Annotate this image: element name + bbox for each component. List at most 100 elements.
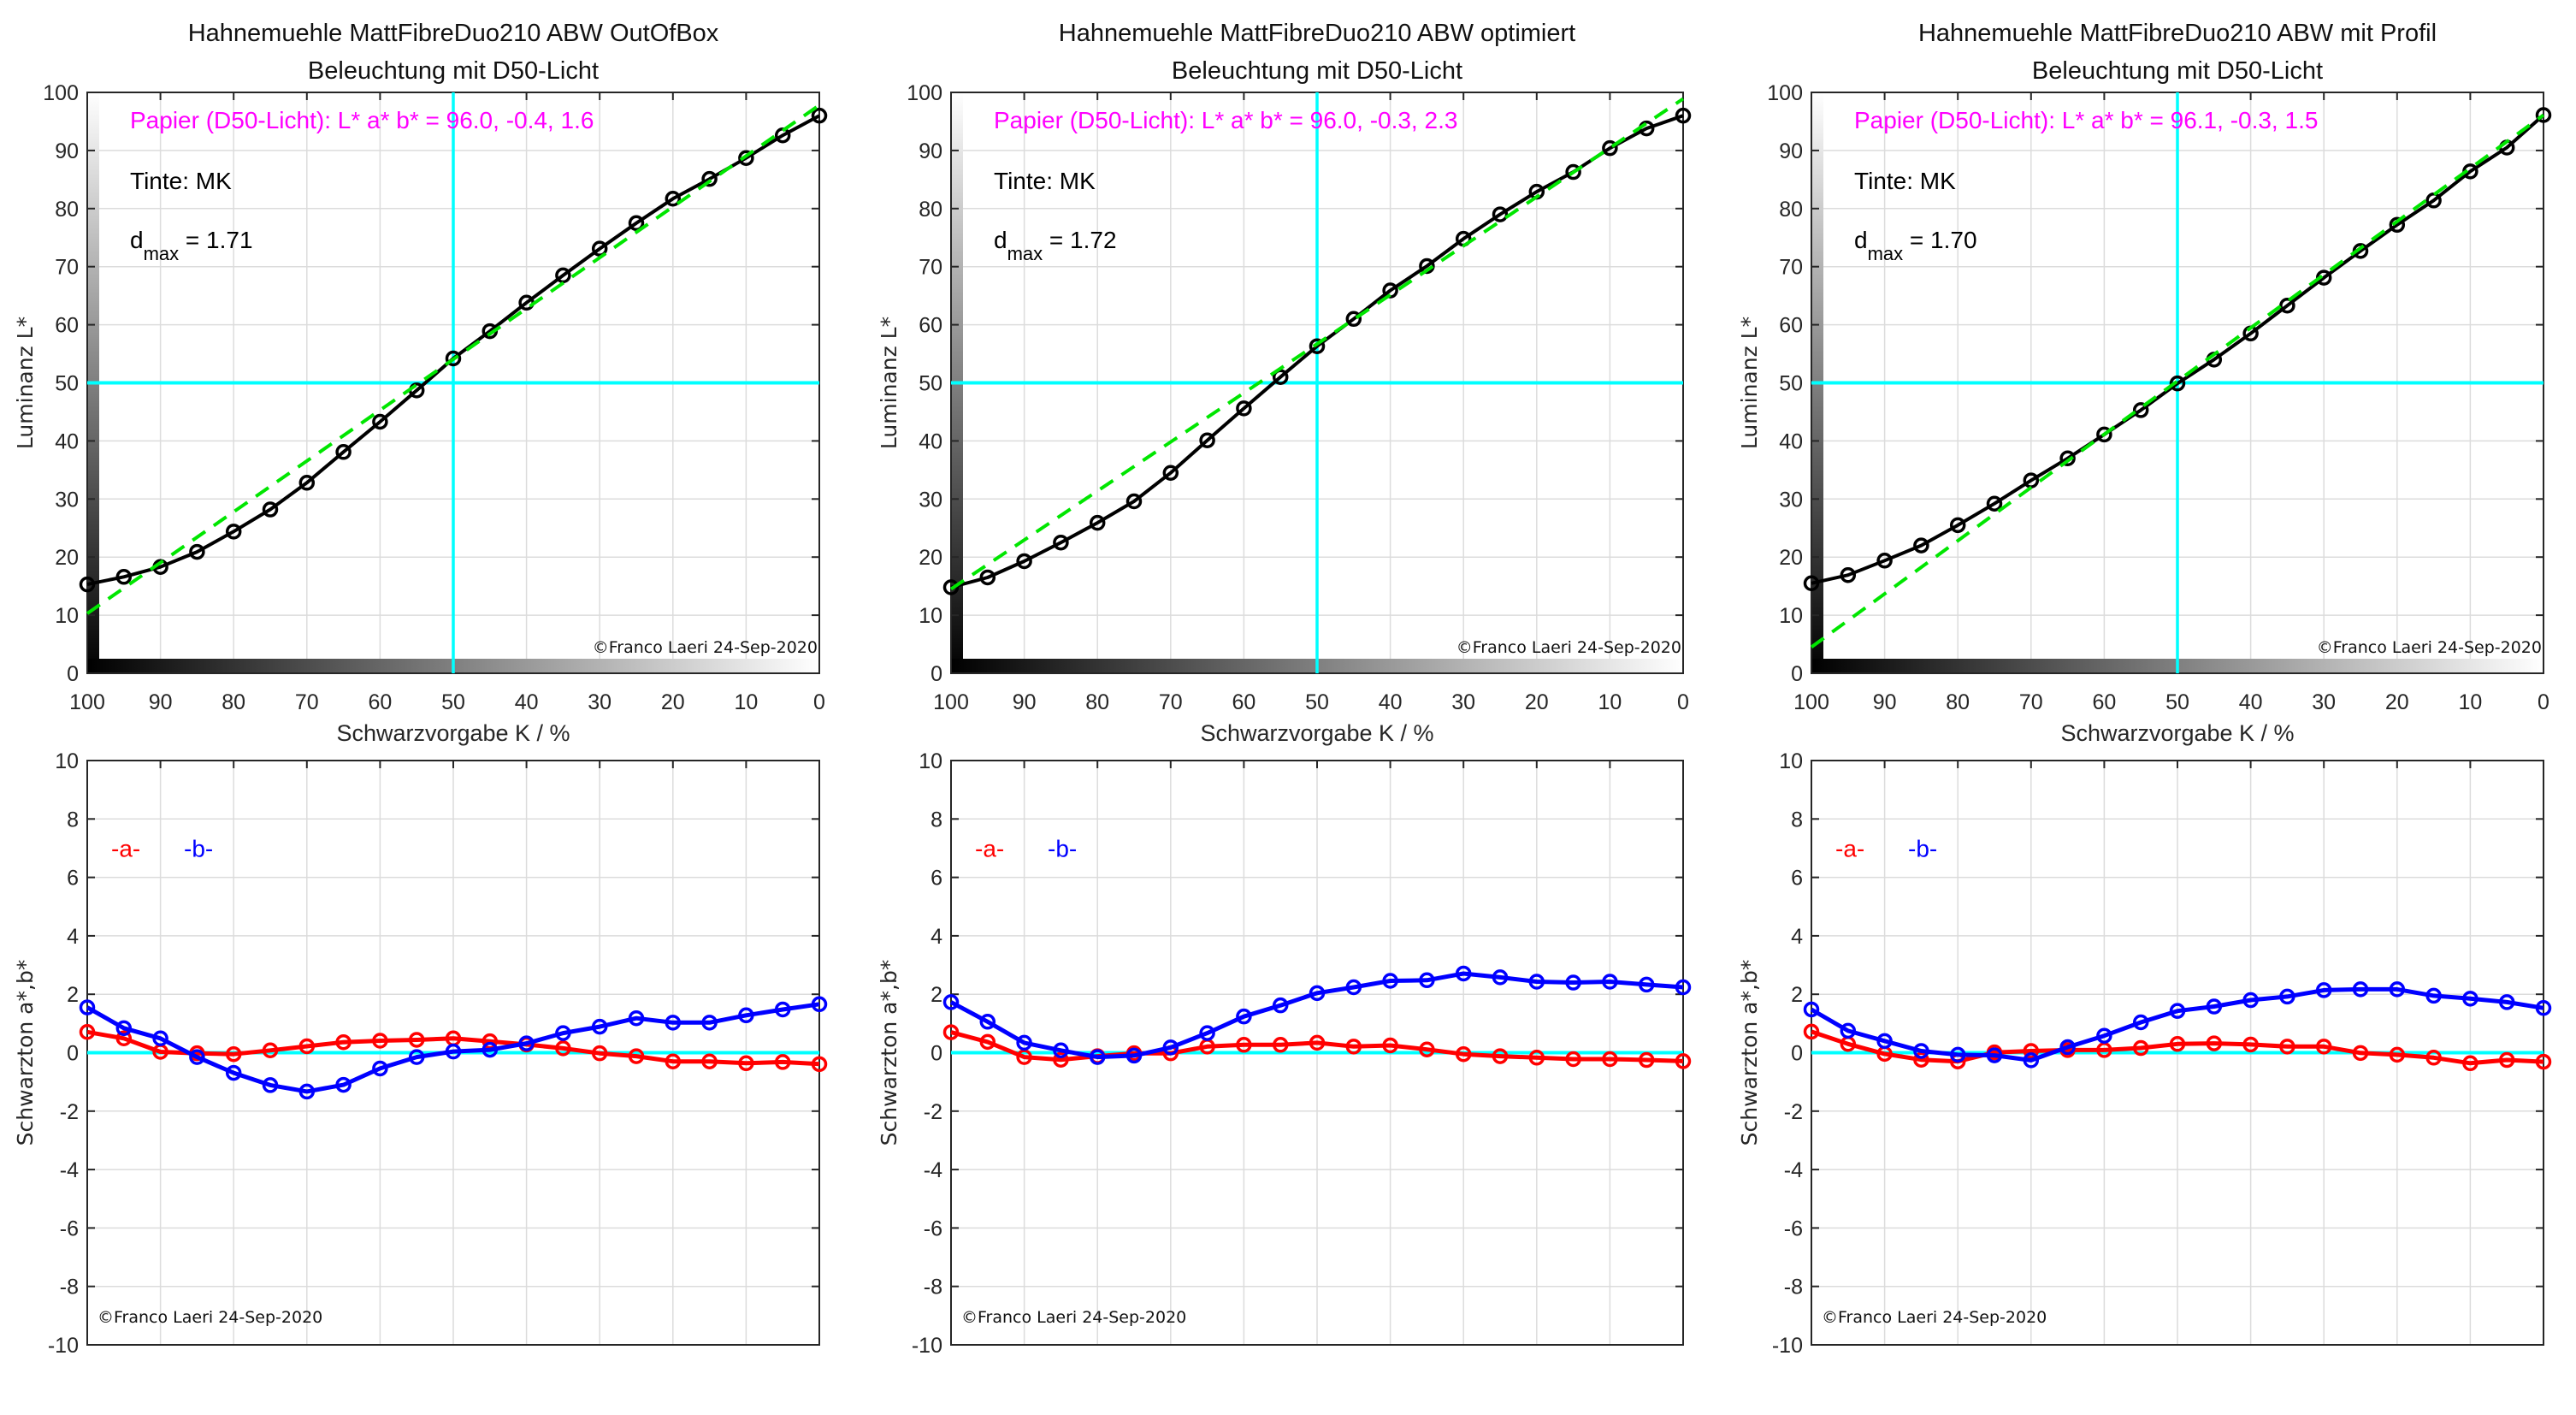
y-tick-label: -8 — [60, 1276, 79, 1300]
data-point — [811, 996, 828, 1013]
data-point — [555, 1025, 571, 1041]
data-point — [2059, 450, 2076, 467]
data-point — [1199, 1025, 1215, 1041]
y-tick-label: 90 — [919, 139, 942, 163]
data-point — [701, 1053, 718, 1069]
dmax-symbol: d — [994, 227, 1007, 253]
copyright-text: ©Franco Laeri 24-Sep-2020 — [97, 1308, 322, 1327]
data-point — [1272, 1037, 1289, 1053]
x-tick-label: 70 — [295, 690, 319, 714]
data-point — [665, 1053, 682, 1069]
data-point — [2352, 981, 2369, 998]
data-point — [2023, 1043, 2040, 1059]
y-tick-label: 30 — [55, 488, 79, 512]
x-axis-label: Schwarzvorgabe K / % — [336, 720, 570, 746]
chart-title: Hahnemuehle MattFibreDuo210 ABW mit Prof… — [1918, 20, 2437, 47]
y-axis-label: Schwarzton a*,b* — [877, 960, 901, 1146]
y-tick-label: 4 — [67, 925, 79, 949]
chart-subtitle: Beleuchtung mit D50-Licht — [1172, 57, 1462, 85]
data-point — [738, 150, 754, 166]
data-point — [1345, 979, 1362, 996]
x-tick-label: 80 — [1085, 690, 1109, 714]
y-tick-label: -2 — [1784, 1100, 1803, 1124]
dmax-subscript: max — [144, 243, 180, 264]
data-point — [1455, 965, 1472, 982]
paper-lab-annotation: Papier (D50-Licht): L* a* b* = 96.0, -0.… — [994, 107, 1457, 133]
data-point — [1803, 575, 1820, 592]
series-line-a — [86, 1029, 820, 1067]
data-point — [1638, 1051, 1655, 1069]
data-point — [262, 1077, 279, 1093]
x-tick-label: 100 — [1793, 690, 1829, 714]
data-point — [591, 240, 608, 257]
data-point — [591, 1018, 608, 1035]
x-axis-label: Schwarzvorgabe K / % — [1200, 720, 1433, 746]
data-point — [555, 1040, 571, 1057]
y-tick-label: -10 — [1772, 1334, 1803, 1358]
data-point — [2315, 982, 2332, 998]
data-point — [979, 1033, 996, 1051]
data-point — [942, 1024, 960, 1040]
data-point — [225, 1045, 242, 1063]
data-point — [1236, 1008, 1252, 1025]
y-tick-label: 6 — [67, 867, 79, 891]
y-tick-label: 90 — [55, 139, 79, 163]
x-tick-label: 80 — [1946, 690, 1970, 714]
data-point — [115, 1030, 133, 1047]
y-tick-label: -6 — [1784, 1217, 1803, 1240]
y-tick-label: 20 — [919, 546, 942, 570]
data-point — [1455, 1045, 1472, 1063]
data-point — [1419, 258, 1435, 275]
data-point — [2425, 192, 2442, 209]
data-point — [372, 1033, 388, 1049]
data-point — [2535, 1053, 2552, 1070]
data-point — [1986, 1047, 2003, 1063]
chart-title: Hahnemuehle MattFibreDuo210 ABW optimier… — [1059, 20, 1575, 47]
data-point — [335, 444, 352, 460]
y-tick-label: 50 — [919, 372, 942, 396]
dmax-annotation: dmax = 1.71 — [130, 227, 253, 264]
data-point — [1675, 1053, 1692, 1069]
data-point — [628, 1009, 645, 1027]
data-point — [372, 413, 388, 430]
data-point — [811, 1056, 828, 1073]
data-point — [189, 543, 205, 560]
data-point — [335, 1033, 352, 1051]
data-point — [1675, 107, 1692, 124]
data-point — [1309, 338, 1326, 354]
data-point — [1053, 1042, 1069, 1059]
dmax-value: = 1.71 — [179, 227, 252, 253]
y-tick-label: 100 — [43, 81, 79, 105]
x-tick-label: 90 — [1013, 690, 1037, 714]
data-point — [665, 1015, 682, 1031]
y-tick-label: 20 — [1779, 546, 1803, 570]
y-axis-label: Luminanz L* — [13, 317, 38, 449]
paper-lab-annotation: Papier (D50-Licht): L* a* b* = 96.0, -0.… — [130, 107, 594, 133]
y-tick-label: 10 — [919, 749, 942, 773]
legend-b: -b- — [1048, 835, 1077, 861]
data-point — [1492, 969, 1509, 986]
data-point — [408, 1032, 425, 1048]
data-point — [2206, 998, 2223, 1015]
data-point — [2169, 375, 2186, 392]
y-tick-label: 20 — [55, 546, 79, 570]
y-tick-label: -8 — [924, 1276, 942, 1300]
data-point — [701, 170, 718, 187]
y-tick-label: 40 — [55, 429, 79, 453]
data-point — [1419, 1041, 1435, 1057]
data-point — [2096, 1027, 2112, 1044]
data-point — [1419, 972, 1435, 989]
copyright-text: ©Franco Laeri 24-Sep-2020 — [961, 1308, 1186, 1327]
y-tick-label: 0 — [67, 662, 79, 686]
y-tick-label: 100 — [907, 81, 942, 105]
y-tick-label: 50 — [55, 372, 79, 396]
data-point — [2132, 1039, 2149, 1057]
x-tick-label: 0 — [1677, 690, 1689, 714]
data-point — [1840, 566, 1857, 583]
data-point — [1528, 974, 1545, 990]
y-tick-label: 70 — [1779, 256, 1803, 280]
y-tick-label: 0 — [931, 1042, 942, 1066]
